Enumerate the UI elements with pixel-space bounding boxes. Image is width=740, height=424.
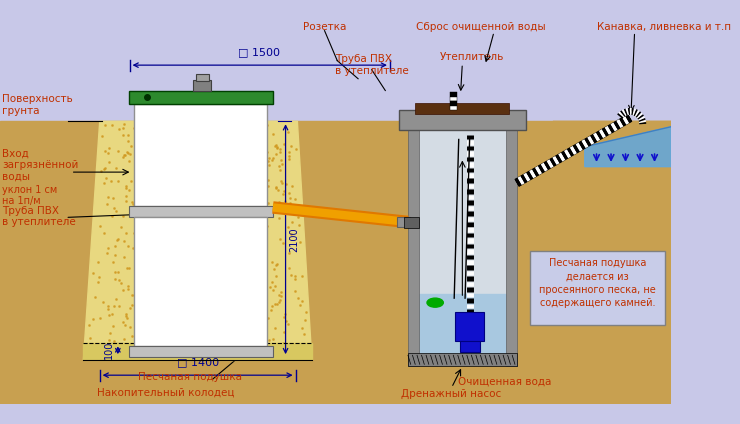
Text: □ 1500: □ 1500 (238, 47, 280, 57)
Bar (506, 131, 517, 366)
Bar (450, 92, 457, 97)
Bar (408, 354, 517, 366)
Text: □ 1400: □ 1400 (177, 357, 219, 367)
Bar (450, 106, 457, 111)
Text: 2100: 2100 (289, 227, 299, 251)
Bar (129, 206, 273, 217)
Text: Песчаная подушка
делается из
просеянного песка, не
содержащего камней.: Песчаная подушка делается из просеянного… (539, 258, 656, 308)
Bar (399, 111, 526, 131)
Text: Песчаная подушка: Песчаная подушка (138, 371, 243, 382)
Text: Сброс очищенной воды: Сброс очищенной воды (416, 22, 545, 32)
Bar (450, 101, 457, 106)
Ellipse shape (427, 298, 443, 307)
Bar (134, 217, 267, 346)
Text: Труба ПВХ
в утеплителе: Труба ПВХ в утеплителе (335, 54, 409, 76)
Text: Вход
загрязнённой
воды: Вход загрязнённой воды (1, 148, 78, 182)
Bar (415, 103, 510, 114)
Text: Труба ПВХ
в утеплителе: Труба ПВХ в утеплителе (1, 206, 75, 227)
Text: 100: 100 (104, 340, 114, 359)
Bar (419, 293, 506, 354)
Text: Накопительный колодец: Накопительный колодец (97, 388, 235, 398)
Bar (0, 121, 671, 404)
Bar (134, 104, 267, 206)
Bar (397, 218, 410, 226)
Text: Очищенная вода: Очищенная вода (458, 376, 551, 386)
Bar (460, 341, 480, 351)
Bar (84, 343, 312, 360)
Bar (408, 131, 419, 366)
Bar (455, 312, 484, 341)
Text: уклон 1 см
на 1п/м: уклон 1 см на 1п/м (1, 185, 57, 206)
Polygon shape (585, 127, 671, 167)
Bar (419, 131, 506, 354)
Polygon shape (84, 121, 312, 360)
Bar (450, 97, 457, 101)
Text: Дренажный насос: Дренажный насос (401, 389, 502, 399)
Bar (129, 346, 273, 357)
Text: Поверхность
грунта: Поверхность грунта (1, 94, 73, 116)
Bar (129, 90, 273, 104)
Text: Утеплитель: Утеплитель (440, 52, 504, 61)
Bar (531, 251, 665, 325)
Bar (404, 218, 419, 228)
Bar (193, 80, 211, 92)
Text: Канавка, ливневка и т.п: Канавка, ливневка и т.п (596, 22, 730, 32)
Polygon shape (553, 121, 671, 172)
Bar (196, 74, 209, 81)
Text: 200 – 900: 200 – 900 (181, 132, 190, 180)
Text: Розетка: Розетка (303, 22, 346, 32)
